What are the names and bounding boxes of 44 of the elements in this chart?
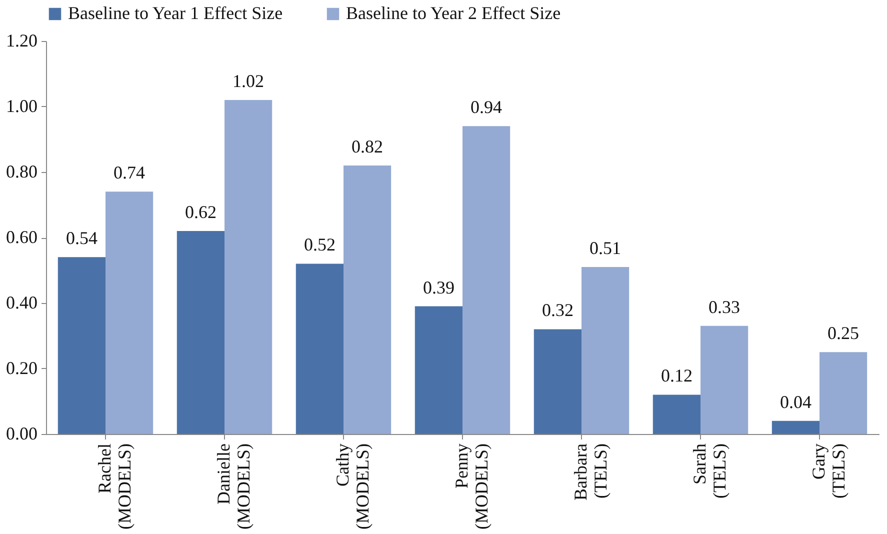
data-label: 0.25 — [828, 323, 860, 344]
bar — [414, 306, 462, 434]
x-tick-label: Cathy (MODELS) — [332, 444, 372, 530]
bar — [58, 257, 106, 434]
data-label: 0.82 — [352, 136, 384, 156]
data-label: 0.33 — [708, 296, 740, 317]
bar — [106, 192, 154, 434]
y-tick-label: 0.20 — [6, 358, 38, 378]
data-label: 0.52 — [304, 234, 336, 255]
y-tick-label: 0.60 — [6, 227, 38, 247]
data-label: 0.51 — [590, 238, 622, 258]
y-tick-label: 1.20 — [6, 30, 38, 50]
bar — [582, 266, 630, 434]
data-label: 0.62 — [184, 202, 216, 222]
bar — [224, 100, 272, 434]
x-tick-label: Penny (MODELS) — [452, 444, 492, 530]
x-tick-label: Rachel (MODELS) — [94, 444, 134, 530]
x-tick-label: Sarah (TELS) — [690, 443, 730, 498]
bar — [820, 352, 868, 434]
x-tick-label: Barbara (TELS) — [570, 443, 610, 500]
legend-label: Baseline to Year 2 Effect Size — [346, 3, 561, 23]
data-label: 0.04 — [780, 392, 812, 412]
bar — [534, 329, 582, 434]
y-tick-label: 1.00 — [6, 96, 38, 116]
data-label: 0.32 — [542, 300, 574, 320]
bar — [462, 126, 510, 434]
data-label: 1.02 — [232, 70, 264, 91]
y-tick-label: 0.40 — [6, 292, 38, 312]
data-label: 0.94 — [470, 97, 502, 118]
bar — [176, 230, 224, 434]
x-tick-label: Danielle (MODELS) — [214, 444, 254, 530]
x-tick-label: Gary (TELS) — [808, 443, 848, 498]
data-label: 0.54 — [66, 228, 98, 248]
data-label: 0.74 — [114, 162, 146, 183]
bar — [700, 326, 748, 434]
data-label: 0.12 — [660, 366, 692, 386]
y-tick-label: 0.80 — [6, 162, 38, 182]
legend-label: Baseline to Year 1 Effect Size — [68, 3, 283, 23]
bar — [772, 420, 820, 434]
bar — [296, 264, 344, 434]
data-label: 0.39 — [422, 277, 454, 298]
bar — [652, 394, 700, 434]
y-tick-label: 0.00 — [6, 424, 38, 444]
bar — [344, 165, 392, 434]
